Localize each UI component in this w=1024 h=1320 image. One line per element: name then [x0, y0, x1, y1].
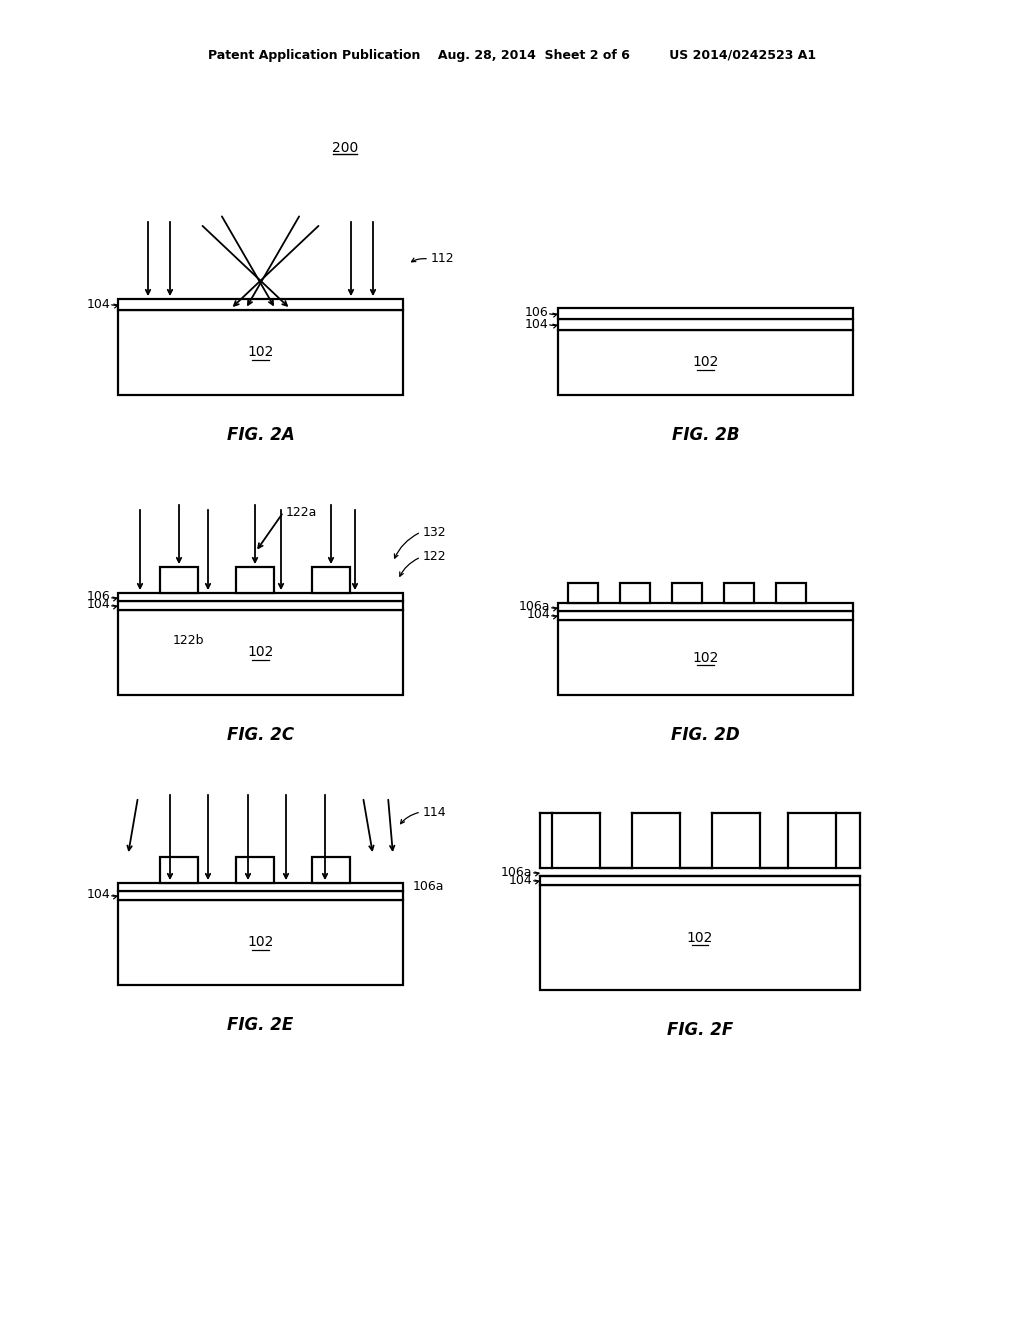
Bar — [558, 620, 853, 696]
Text: 112: 112 — [431, 252, 455, 265]
Bar — [118, 883, 403, 891]
Text: 106: 106 — [524, 306, 548, 319]
Text: FIG. 2A: FIG. 2A — [226, 426, 294, 444]
Text: 102: 102 — [687, 931, 713, 945]
Bar — [558, 611, 853, 620]
Text: 106a: 106a — [413, 880, 444, 894]
Bar — [118, 900, 403, 985]
Text: 132: 132 — [423, 525, 446, 539]
Bar — [558, 603, 853, 611]
Bar — [724, 583, 754, 603]
Text: 102: 102 — [248, 645, 273, 660]
Text: 102: 102 — [248, 346, 273, 359]
Bar — [118, 610, 403, 696]
Bar — [776, 583, 806, 603]
Text: FIG. 2F: FIG. 2F — [667, 1020, 733, 1039]
Bar — [236, 568, 274, 593]
Bar — [558, 308, 853, 319]
Text: 106: 106 — [86, 590, 110, 603]
Bar — [558, 330, 853, 395]
Text: 122b: 122b — [173, 634, 205, 647]
Bar — [620, 583, 650, 603]
Text: 102: 102 — [692, 651, 719, 664]
Text: 200: 200 — [332, 141, 358, 154]
Bar — [118, 300, 403, 310]
Text: FIG. 2E: FIG. 2E — [227, 1016, 294, 1034]
Text: 104: 104 — [526, 609, 550, 622]
Bar — [312, 568, 350, 593]
Text: 102: 102 — [692, 355, 719, 370]
Text: FIG. 2B: FIG. 2B — [672, 426, 739, 444]
Bar — [672, 583, 702, 603]
Text: 104: 104 — [86, 598, 110, 611]
Text: 106a: 106a — [518, 601, 550, 614]
Text: 114: 114 — [423, 805, 446, 818]
Bar — [312, 857, 350, 883]
Text: 106a: 106a — [501, 866, 532, 879]
Text: 102: 102 — [248, 936, 273, 949]
Text: 122: 122 — [423, 550, 446, 564]
Bar — [118, 593, 403, 601]
Bar — [236, 857, 274, 883]
Text: 104: 104 — [524, 318, 548, 330]
Bar — [118, 310, 403, 395]
Bar — [160, 857, 198, 883]
Bar — [568, 583, 598, 603]
Bar — [118, 601, 403, 610]
Bar — [540, 884, 860, 990]
Bar — [160, 568, 198, 593]
Text: 104: 104 — [508, 874, 532, 887]
Text: 104: 104 — [86, 888, 110, 902]
Text: Patent Application Publication    Aug. 28, 2014  Sheet 2 of 6         US 2014/02: Patent Application Publication Aug. 28, … — [208, 49, 816, 62]
Text: FIG. 2C: FIG. 2C — [227, 726, 294, 744]
Text: 104: 104 — [86, 297, 110, 310]
Bar — [558, 319, 853, 330]
Text: FIG. 2D: FIG. 2D — [671, 726, 739, 744]
Bar — [540, 876, 860, 884]
Text: 122a: 122a — [286, 506, 316, 519]
Bar — [118, 891, 403, 900]
